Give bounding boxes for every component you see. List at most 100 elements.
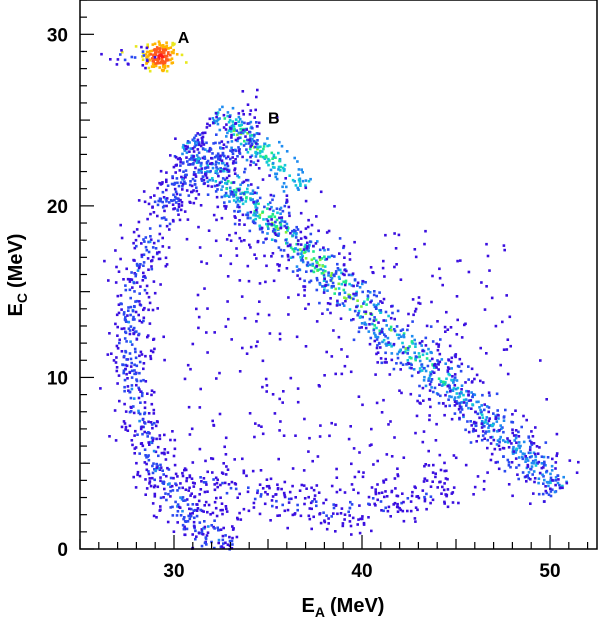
- heatmap-cell: [163, 448, 167, 451]
- heatmap-cell: [446, 328, 450, 331]
- heatmap-cell: [443, 502, 446, 505]
- heatmap-cell: [135, 383, 138, 387]
- heatmap-cell: [246, 187, 249, 191]
- heatmap-cell: [526, 459, 530, 462]
- heatmap-cell: [378, 329, 382, 332]
- heatmap-cell: [413, 517, 417, 520]
- heatmap-cell: [256, 312, 260, 316]
- heatmap-cell: [154, 247, 158, 250]
- heatmap-cell: [222, 542, 225, 545]
- heatmap-cell: [131, 443, 134, 447]
- heatmap-cell: [305, 487, 308, 490]
- heatmap-cell: [274, 175, 278, 179]
- heatmap-cell: [198, 143, 201, 146]
- heatmap-cell: [124, 425, 128, 429]
- heatmap-cell: [150, 265, 153, 268]
- heatmap-cell: [496, 409, 499, 412]
- heatmap-cell: [473, 485, 477, 489]
- heatmap-cell: [162, 496, 165, 499]
- heatmap-cell: [189, 494, 192, 497]
- heatmap-cell: [437, 377, 441, 380]
- heatmap-cell: [267, 313, 271, 317]
- heatmap-cell: [343, 491, 347, 494]
- heatmap-cell: [237, 176, 241, 179]
- heatmap-cell: [135, 244, 138, 248]
- heatmap-cell: [505, 348, 509, 351]
- heatmap-cell: [184, 173, 187, 177]
- heatmap-cell: [182, 161, 185, 164]
- heatmap-cell: [299, 211, 303, 215]
- heatmap-cell: [418, 302, 422, 305]
- heatmap-cell: [390, 305, 393, 308]
- heatmap-cell: [559, 486, 562, 489]
- heatmap-cell: [410, 374, 414, 378]
- heatmap-cell: [165, 498, 168, 502]
- heatmap-cell: [376, 498, 379, 502]
- heatmap-cell: [226, 168, 229, 172]
- heatmap-cell: [410, 366, 413, 370]
- heatmap-cell: [357, 309, 361, 313]
- heatmap-cell: [248, 138, 251, 142]
- heatmap-cell: [271, 504, 274, 508]
- heatmap-cell: [179, 193, 182, 197]
- heatmap-cell: [233, 168, 236, 172]
- heatmap-cell: [160, 53, 163, 57]
- heatmap-cell: [225, 507, 228, 511]
- heatmap-cell: [422, 379, 426, 382]
- heatmap-cell: [238, 209, 242, 213]
- heatmap-cell: [123, 58, 127, 62]
- heatmap-cell: [296, 186, 299, 190]
- heatmap-cell: [471, 430, 475, 433]
- heatmap-cell: [455, 333, 459, 336]
- heatmap-cell: [249, 246, 252, 249]
- heatmap-cell: [378, 309, 381, 312]
- heatmap-cell: [381, 301, 384, 304]
- heatmap-cell: [380, 509, 383, 512]
- heatmap-cell: [206, 307, 209, 310]
- annotation-b: B: [268, 111, 280, 128]
- heatmap-cell: [193, 145, 196, 149]
- heatmap-cell: [347, 293, 350, 297]
- heatmap-cell: [166, 466, 169, 470]
- heatmap-cell: [420, 369, 424, 372]
- heatmap-cell: [141, 58, 145, 61]
- heatmap-cell: [154, 424, 158, 428]
- heatmap-cell: [338, 293, 341, 296]
- heatmap-cell: [296, 503, 299, 507]
- heatmap-cell: [318, 263, 321, 267]
- heatmap-cell: [326, 283, 330, 287]
- heatmap-cell: [462, 398, 466, 402]
- heatmap-cell: [348, 520, 352, 523]
- heatmap-cell: [165, 474, 168, 478]
- heatmap-cell: [230, 480, 234, 484]
- heatmap-cell: [169, 58, 172, 62]
- heatmap-cell: [281, 209, 285, 213]
- heatmap-cell: [330, 254, 334, 258]
- heatmap-cell: [375, 294, 378, 298]
- heatmap-cell: [206, 170, 209, 173]
- heatmap-cell: [192, 155, 196, 158]
- heatmap-cell: [186, 520, 190, 523]
- heatmap-cell: [374, 492, 378, 496]
- heatmap-cell: [453, 376, 457, 379]
- heatmap-cell: [255, 206, 259, 210]
- heatmap-cell: [308, 517, 312, 521]
- heatmap-cell: [401, 509, 405, 513]
- heatmap-cell: [170, 484, 174, 488]
- heatmap-cell: [279, 248, 283, 252]
- heatmap-cell: [308, 507, 312, 510]
- heatmap-cell: [439, 394, 442, 398]
- heatmap-cell: [452, 381, 455, 384]
- heatmap-cell: [143, 406, 147, 410]
- heatmap-cell: [400, 501, 403, 505]
- heatmap-cell: [132, 241, 135, 245]
- heatmap-cell: [183, 377, 187, 381]
- heatmap-cell: [492, 428, 496, 432]
- heatmap-cell: [217, 538, 221, 542]
- heatmap-cell: [428, 383, 432, 386]
- heatmap-cell: [414, 520, 417, 523]
- heatmap-cell: [116, 294, 120, 298]
- heatmap-cell: [247, 122, 251, 125]
- heatmap-cell: [292, 231, 296, 235]
- heatmap-cell: [212, 142, 215, 145]
